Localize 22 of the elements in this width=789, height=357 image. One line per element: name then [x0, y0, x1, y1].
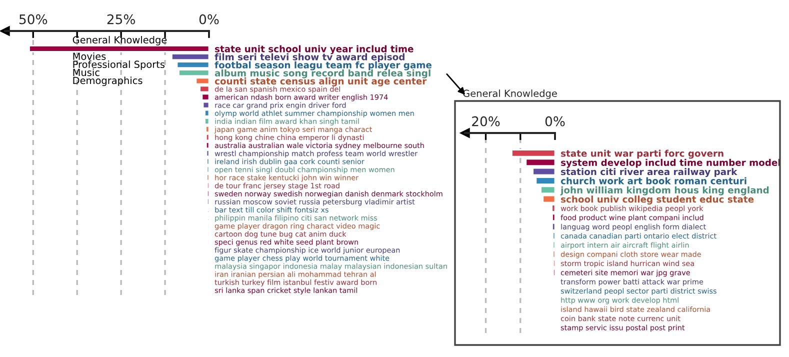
y-tick-label: john william kingdom hous king england — [560, 186, 769, 196]
y-tick-label: film seri televi show tv award episod — [214, 53, 404, 62]
y-tick-label: system develop includ time number model — [561, 158, 780, 168]
annotation: Professional Sports — [73, 60, 165, 70]
y-tick-label: footbal season leagu team fc player game — [214, 61, 432, 70]
y-tick-label: station citi river area railway park — [561, 168, 738, 177]
text: General Knowledge — [72, 36, 167, 46]
x-tick-label: 0% — [545, 116, 565, 126]
y-tick-label: state unit war parti forc govern — [561, 150, 724, 159]
chart-title: General Knowledge — [463, 90, 557, 99]
annotation: Music — [73, 68, 100, 76]
annotation: Movies — [73, 52, 106, 60]
y-tick-label: state unit school univ year includ time — [215, 45, 414, 54]
y-tick-label: school univ colleg student educ state — [561, 196, 754, 205]
y-tick-label: church work art book roman centuri — [560, 177, 746, 184]
x-tick-label: 20% — [472, 116, 500, 126]
y-tick-label: counti state census align unit age center — [214, 77, 427, 86]
x-tick-label: 50% — [19, 14, 48, 24]
y-tick-label: album music song record band relea singl — [214, 69, 430, 78]
annotation: Demographics — [73, 76, 142, 86]
x-tick-label: 25% — [107, 14, 136, 24]
x-tick-label: 0% — [199, 14, 219, 24]
